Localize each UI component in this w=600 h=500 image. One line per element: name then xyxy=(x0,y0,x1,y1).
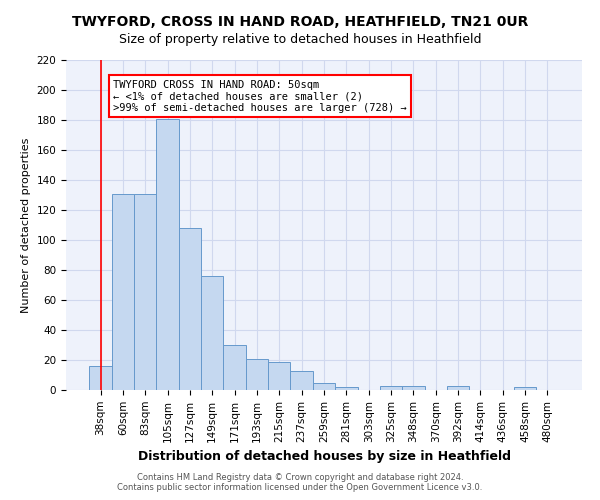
Text: TWYFORD CROSS IN HAND ROAD: 50sqm
← <1% of detached houses are smaller (2)
>99% : TWYFORD CROSS IN HAND ROAD: 50sqm ← <1% … xyxy=(113,80,407,112)
Text: TWYFORD, CROSS IN HAND ROAD, HEATHFIELD, TN21 0UR: TWYFORD, CROSS IN HAND ROAD, HEATHFIELD,… xyxy=(72,15,528,29)
Bar xyxy=(290,370,313,390)
Bar xyxy=(157,118,179,390)
Text: Size of property relative to detached houses in Heathfield: Size of property relative to detached ho… xyxy=(119,32,481,46)
Bar xyxy=(514,387,536,390)
Bar xyxy=(313,382,335,390)
Bar xyxy=(134,194,157,390)
Bar xyxy=(223,345,246,390)
Bar xyxy=(246,358,268,390)
Bar xyxy=(335,387,358,390)
Bar xyxy=(89,366,112,390)
Bar xyxy=(268,362,290,390)
X-axis label: Distribution of detached houses by size in Heathfield: Distribution of detached houses by size … xyxy=(137,450,511,463)
Text: Contains HM Land Registry data © Crown copyright and database right 2024.
Contai: Contains HM Land Registry data © Crown c… xyxy=(118,473,482,492)
Bar xyxy=(112,194,134,390)
Bar xyxy=(402,386,425,390)
Bar xyxy=(201,276,223,390)
Bar xyxy=(179,228,201,390)
Bar xyxy=(447,386,469,390)
Y-axis label: Number of detached properties: Number of detached properties xyxy=(21,138,31,312)
Bar xyxy=(380,386,402,390)
